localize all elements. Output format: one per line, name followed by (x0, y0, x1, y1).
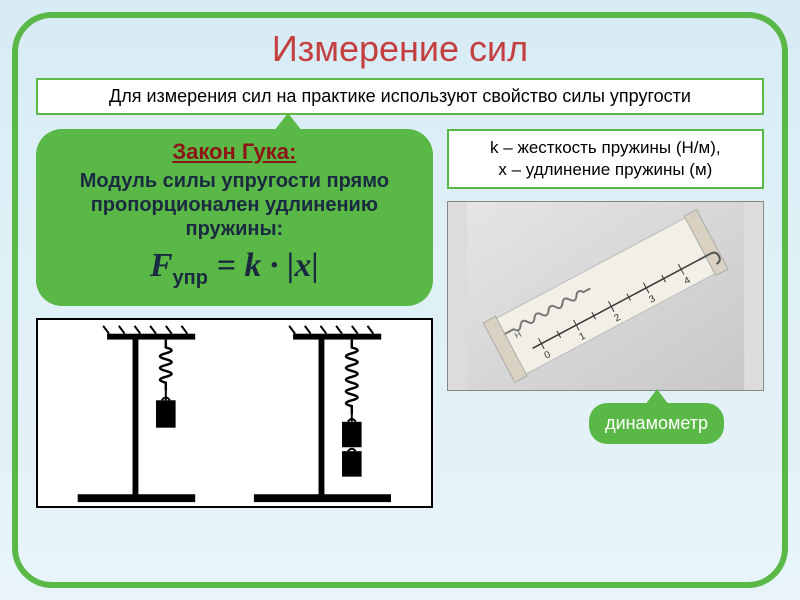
dynamometer-label: динамометр (605, 413, 708, 433)
page-title: Измерение сил (36, 28, 764, 70)
bubble-tail (274, 113, 302, 131)
law-description: Модуль силы упругости прямо пропорционал… (50, 169, 419, 241)
left-column: Закон Гука: Модуль силы упругости прямо … (36, 129, 433, 508)
x-definition: x – удлинение пружины (м) (459, 159, 752, 181)
hookes-law-bubble: Закон Гука: Модуль силы упругости прямо … (36, 129, 433, 306)
definitions-box: k – жесткость пружины (Н/м), x – удлинен… (447, 129, 764, 189)
content-row: Закон Гука: Модуль силы упругости прямо … (36, 129, 764, 508)
dynamometer-svg: 0 1 2 3 4 H (448, 202, 763, 390)
spring-svg (38, 320, 431, 506)
formula-rest: = k · |x| (208, 247, 319, 284)
subtitle-text: Для измерения сил на практике используют… (109, 86, 691, 106)
slide-frame: Измерение сил Для измерения сил на практ… (12, 12, 788, 588)
dynamometer-label-bubble: динамометр (589, 403, 724, 444)
right-column: k – жесткость пружины (Н/м), x – удлинен… (447, 129, 764, 508)
dynamometer-image: 0 1 2 3 4 H (447, 201, 764, 391)
law-title: Закон Гука: (50, 139, 419, 165)
label-tail (645, 389, 669, 405)
k-definition: k – жесткость пружины (Н/м), (459, 137, 752, 159)
formula-F: F (150, 247, 173, 284)
subtitle-box: Для измерения сил на практике используют… (36, 78, 764, 115)
formula-sub: упр (173, 267, 208, 289)
spring-experiment-diagram (36, 318, 433, 508)
title-text: Измерение сил (272, 28, 528, 69)
law-formula: Fупр = k · |x| (50, 247, 419, 290)
